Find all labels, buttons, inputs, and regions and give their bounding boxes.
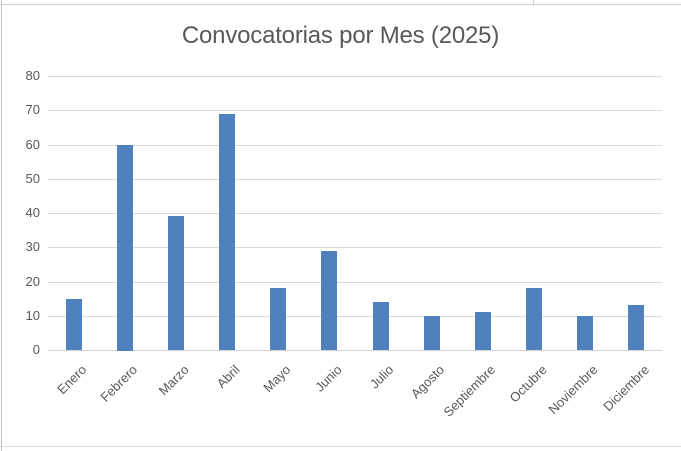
bar-junio[interactable]	[321, 251, 337, 350]
y-axis-tick-label: 20	[25, 274, 40, 289]
y-axis-tick-label: 40	[25, 205, 40, 220]
bar-mayo[interactable]	[270, 288, 286, 350]
chart-bottom-border	[0, 446, 681, 447]
gridline	[48, 213, 662, 214]
bar-febrero[interactable]	[117, 145, 133, 351]
bar-diciembre[interactable]	[628, 305, 644, 350]
gridline	[48, 110, 662, 111]
y-axis-tick-label: 0	[32, 342, 40, 357]
gridline	[48, 179, 662, 180]
y-axis-tick-label: 10	[25, 308, 40, 323]
y-axis-tick-label: 30	[25, 239, 40, 254]
gridline	[48, 247, 662, 248]
chart-title: Convocatorias por Mes (2025)	[181, 22, 500, 49]
bar-marzo[interactable]	[168, 216, 184, 350]
bar-enero[interactable]	[66, 299, 82, 350]
bar-julio[interactable]	[373, 302, 389, 350]
x-axis-line	[48, 350, 662, 351]
y-axis-tick-label: 70	[25, 102, 40, 117]
bar-septiembre[interactable]	[475, 312, 491, 350]
gridline	[48, 282, 662, 283]
bar-octubre[interactable]	[526, 288, 542, 350]
gridline	[48, 145, 662, 146]
gridline	[48, 76, 662, 77]
worksheet-column-gridline-stub	[533, 0, 534, 4]
worksheet-gridline-left	[1, 0, 2, 451]
y-axis-tick-label: 60	[25, 137, 40, 152]
worksheet-gridline-top	[2, 4, 681, 5]
bar-noviembre[interactable]	[577, 316, 593, 350]
y-axis-tick-label: 80	[25, 68, 40, 83]
gridline	[48, 316, 662, 317]
y-axis-tick-label: 50	[25, 171, 40, 186]
chart-area[interactable]	[2, 5, 681, 446]
bar-abril[interactable]	[219, 114, 235, 350]
bar-agosto[interactable]	[424, 316, 440, 350]
